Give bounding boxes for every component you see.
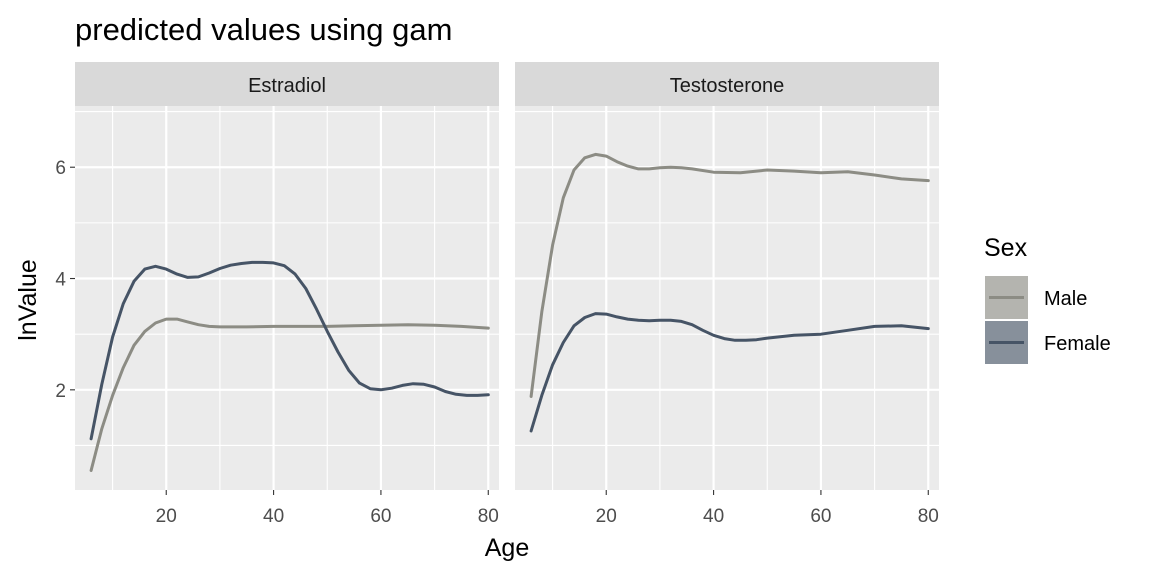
y-tick-label: 4 [55, 270, 66, 291]
series-line-female [529, 312, 930, 433]
facet-strip-label: Estradiol [248, 75, 326, 97]
panel-estradiol: Estradiol 20 40 60 80 2 4 6 [55, 62, 499, 527]
facet-strip [75, 62, 499, 106]
x-tick-label: 60 [810, 506, 831, 527]
legend-label-female: Female [1044, 333, 1111, 355]
x-tick-label: 40 [703, 506, 724, 527]
facet-strip-label: Testosterone [670, 75, 785, 97]
x-tick-label: 20 [596, 506, 617, 527]
series-line-male [529, 152, 930, 398]
series-line-female [89, 260, 490, 441]
x-tick-label: 80 [478, 506, 499, 527]
panel-background [515, 106, 939, 490]
legend-title: Sex [984, 234, 1028, 262]
x-tick-label: 40 [263, 506, 284, 527]
y-axis-title: lnValue [14, 259, 42, 341]
panel-testosterone: Testosterone 20 40 60 80 [515, 62, 939, 527]
chart-title: predicted values using gam [75, 12, 452, 47]
y-tick-label: 2 [55, 381, 66, 402]
legend-item-male: Male [985, 276, 1087, 319]
x-tick-label: 60 [370, 506, 391, 527]
series-line-male [89, 317, 490, 472]
legend-item-female: Female [985, 321, 1111, 364]
facet-strip [515, 62, 939, 106]
legend: Sex Male Female [984, 234, 1111, 364]
y-tick-label: 6 [55, 158, 66, 179]
x-tick-label: 20 [156, 506, 177, 527]
x-tick-label: 80 [918, 506, 939, 527]
x-axis-title: Age [485, 534, 529, 562]
panels: Estradiol 20 40 60 80 2 4 6 Testosterone 20 40 60 80 [55, 62, 939, 527]
panel-background [75, 106, 499, 490]
legend-label-male: Male [1044, 288, 1087, 310]
